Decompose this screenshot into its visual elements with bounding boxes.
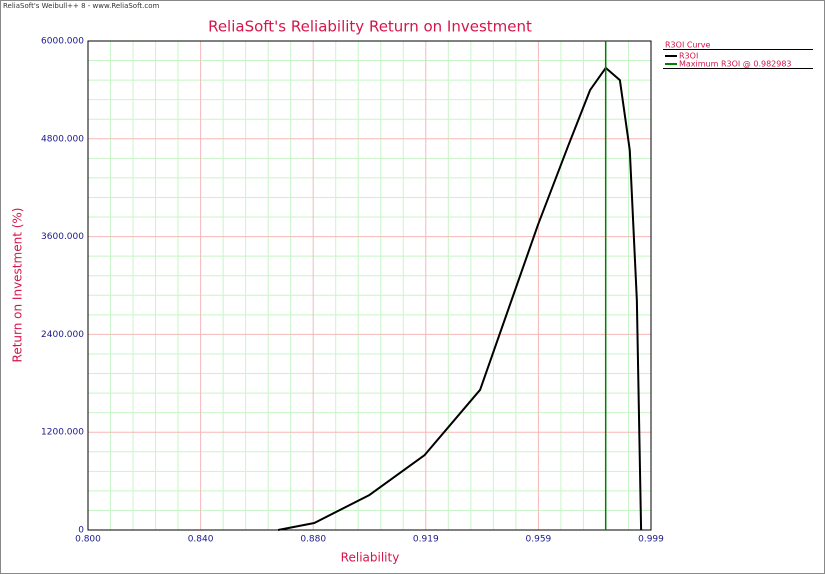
y-tick-label: 4800.000 bbox=[41, 134, 84, 144]
legend-title: R3OI Curve bbox=[665, 41, 711, 50]
legend-label: R3OI bbox=[679, 52, 698, 61]
y-tick-label: 3600.000 bbox=[41, 232, 84, 242]
x-tick-label: 0.800 bbox=[75, 535, 101, 545]
x-tick-label: 0.840 bbox=[188, 535, 214, 545]
y-tick-label: 6000.000 bbox=[41, 37, 84, 47]
x-tick-label: 0.999 bbox=[638, 535, 664, 545]
line-series bbox=[277, 66, 643, 531]
y-tick-label: 1200.000 bbox=[41, 428, 84, 438]
plot-border bbox=[87, 40, 652, 531]
y-axis-label: Return on Investment (%) bbox=[11, 208, 25, 363]
y-tick-label: 0 bbox=[78, 526, 84, 536]
window-title: ReliaSoft's Weibull++ 8 - www.ReliaSoft.… bbox=[3, 2, 160, 10]
x-tick-label: 0.880 bbox=[300, 535, 326, 545]
x-tick-label: 0.919 bbox=[413, 535, 439, 545]
x-tick-label: 0.959 bbox=[526, 535, 552, 545]
chart-title: ReliaSoft's Reliability Return on Invest… bbox=[208, 18, 532, 36]
legend-label: Maximum R3OI @ 0.982983 bbox=[679, 60, 792, 69]
y-tick-label: 2400.000 bbox=[41, 330, 84, 340]
x-axis-label: Reliability bbox=[341, 551, 400, 565]
